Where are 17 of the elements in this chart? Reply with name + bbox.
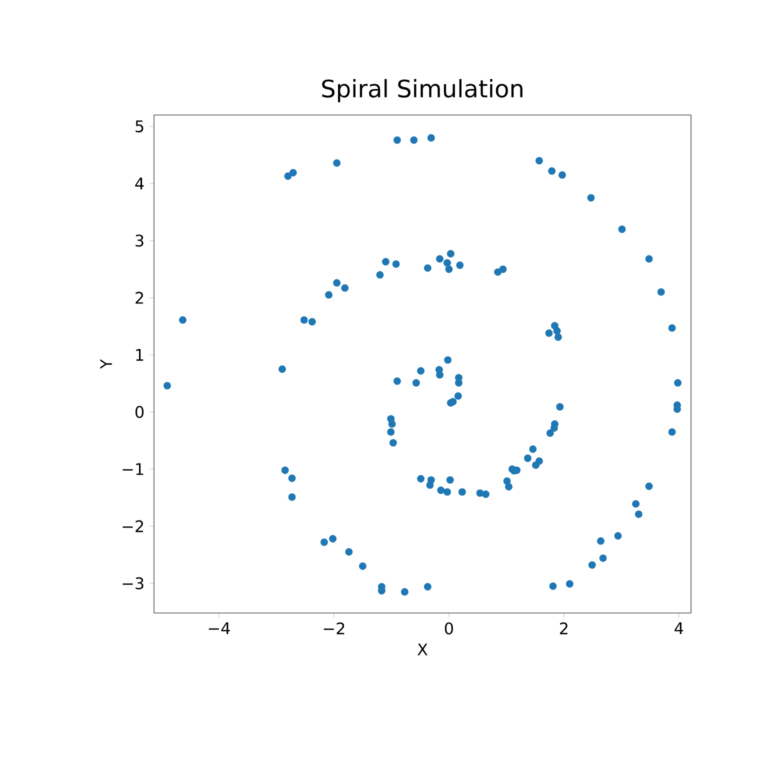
y-tick-label: 0 (135, 406, 144, 418)
y-tick-label: −3 (122, 577, 144, 590)
x-tick-label: 0 (444, 622, 453, 634)
x-tick-label: −4 (208, 622, 230, 634)
x-tick-label: 2 (560, 622, 568, 634)
y-tick-label: 2 (136, 292, 144, 304)
x-tick-label: 4 (674, 622, 684, 634)
y-tick-label: 5 (136, 120, 144, 132)
x-tick-label: −2 (324, 622, 344, 634)
y-tick-label: −2 (122, 520, 144, 532)
y-tick-label: 4 (135, 178, 144, 190)
chart-title: Spiral Simulation (322, 79, 522, 102)
y-tick-label: 1 (136, 349, 144, 361)
y-tick-label: −1 (122, 463, 144, 475)
y-tick-label: 3 (136, 234, 144, 247)
x-axis-title: X (418, 644, 428, 656)
y-axis-title: Y (100, 359, 112, 369)
